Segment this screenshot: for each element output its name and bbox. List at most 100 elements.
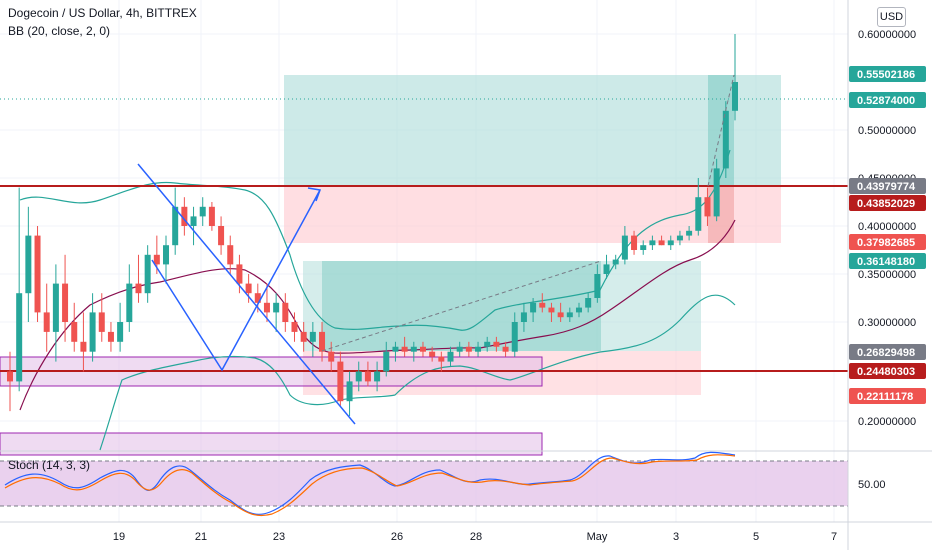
- candle-body: [328, 351, 335, 362]
- candle: [475, 341, 482, 357]
- candle: [410, 341, 417, 362]
- candle: [236, 254, 243, 294]
- candle: [631, 230, 638, 255]
- candle-body: [401, 346, 408, 352]
- price-tag-label: 0.36148180: [857, 256, 915, 268]
- candle: [190, 206, 197, 246]
- candle-body: [273, 302, 280, 313]
- candle-body: [530, 302, 537, 313]
- downtrend-line[interactable]: [137, 163, 356, 425]
- projection-arrowhead: [307, 187, 322, 202]
- candle-body: [676, 235, 683, 241]
- candle: [43, 283, 50, 352]
- price-tag-label: 0.43979774: [857, 181, 916, 193]
- candle-body: [346, 381, 353, 402]
- candle-body: [153, 254, 160, 265]
- position-1-dashed-path: [707, 74, 735, 187]
- stoch-d-line: [4, 454, 736, 517]
- candle: [208, 202, 215, 231]
- candle: [7, 351, 13, 412]
- time-axis[interactable]: 19 21 23 26 28 May 3 5 7: [113, 531, 837, 543]
- price-tag-label: 0.43852029: [857, 198, 915, 210]
- candle: [429, 346, 436, 362]
- time-tick-label: 5: [753, 531, 759, 543]
- candle: [585, 293, 592, 313]
- stoch-band: [0, 461, 848, 506]
- candle-body: [181, 206, 188, 226]
- candle-body: [254, 293, 261, 303]
- candle-body: [208, 206, 215, 226]
- candle-body: [575, 307, 582, 313]
- candle: [484, 336, 491, 352]
- candlestick-series: [7, 34, 738, 417]
- stoch-indicator-label[interactable]: Stoch (14, 3, 3): [8, 458, 91, 472]
- candle: [704, 187, 711, 226]
- currency-button[interactable]: USD: [877, 7, 906, 27]
- candle-body: [566, 312, 573, 318]
- candle-body: [594, 274, 601, 298]
- time-tick-label: 7: [831, 531, 837, 543]
- candle: [62, 254, 69, 342]
- price-tag-label: 0.37982685: [857, 237, 915, 249]
- candle-body: [722, 110, 729, 169]
- candle-body: [319, 331, 326, 352]
- candle: [263, 283, 270, 322]
- candle: [25, 206, 32, 322]
- time-tick-label: 23: [273, 531, 285, 543]
- candle-body: [300, 331, 307, 342]
- price-tag-badge: [849, 66, 926, 82]
- candle-body: [447, 351, 454, 362]
- candle: [218, 216, 225, 255]
- candle-body: [62, 283, 69, 322]
- price-tag-badge: [849, 92, 926, 108]
- candle: [676, 230, 683, 246]
- candle-body: [438, 356, 445, 362]
- candle-body: [25, 235, 32, 294]
- candle: [80, 312, 87, 372]
- long-position-profit-zone[interactable]: [284, 75, 781, 186]
- candle-body: [245, 283, 252, 294]
- candle: [98, 293, 105, 342]
- candle: [337, 351, 344, 407]
- lower-range-box[interactable]: [0, 432, 543, 456]
- candle: [511, 312, 518, 357]
- candle-body: [603, 264, 610, 274]
- price-tag-badge: [849, 363, 926, 379]
- candle: [172, 187, 179, 255]
- candle: [566, 307, 573, 322]
- candle-body: [126, 283, 133, 322]
- price-tag-badge: [849, 178, 926, 194]
- candle-body: [71, 322, 78, 342]
- candle-body: [374, 371, 381, 382]
- candle: [465, 341, 472, 357]
- candle-body: [163, 245, 170, 265]
- time-tick-label: 26: [391, 531, 403, 543]
- candle-body: [621, 235, 628, 260]
- candle-body: [282, 302, 289, 322]
- candle-body: [98, 312, 105, 332]
- candle: [530, 298, 537, 322]
- candle: [658, 235, 665, 246]
- price-tag-label: 0.22111178: [857, 391, 913, 403]
- candle: [273, 293, 280, 332]
- price-axis[interactable]: 0.600000000.500000000.450000000.40000000…: [858, 29, 916, 428]
- candle: [71, 302, 78, 352]
- candle-body: [704, 197, 711, 217]
- candle: [89, 293, 96, 362]
- time-tick-label: 28: [470, 531, 482, 543]
- bb-indicator-label[interactable]: BB (20, close, 2, 0): [8, 24, 111, 38]
- candle-body: [52, 283, 59, 332]
- candle-body: [585, 298, 592, 308]
- candle: [309, 322, 316, 357]
- price-tick-label: 0.35000000: [858, 269, 916, 281]
- candle-body: [658, 240, 665, 246]
- candle: [319, 322, 326, 362]
- candle: [135, 254, 142, 303]
- candle: [621, 226, 628, 265]
- candle-body: [89, 312, 96, 352]
- candle: [199, 197, 206, 226]
- projection-path[interactable]: [151, 189, 321, 372]
- candle: [364, 361, 371, 387]
- candle-body: [16, 293, 23, 382]
